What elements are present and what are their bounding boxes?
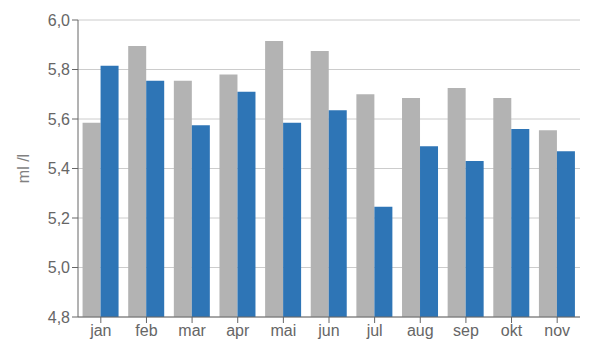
svg-text:jan: jan bbox=[89, 322, 111, 339]
svg-text:5,4: 5,4 bbox=[48, 160, 70, 177]
svg-text:nov: nov bbox=[544, 322, 570, 339]
svg-text:mai: mai bbox=[270, 322, 296, 339]
svg-text:jul: jul bbox=[366, 322, 383, 339]
svg-text:feb: feb bbox=[135, 322, 157, 339]
svg-text:5,0: 5,0 bbox=[48, 259, 70, 276]
svg-text:4,8: 4,8 bbox=[48, 309, 70, 326]
svg-text:apr: apr bbox=[226, 322, 250, 339]
svg-text:aug: aug bbox=[407, 322, 434, 339]
svg-text:5,8: 5,8 bbox=[48, 61, 70, 78]
svg-text:5,6: 5,6 bbox=[48, 111, 70, 128]
svg-text:5,2: 5,2 bbox=[48, 210, 70, 227]
svg-text:jun: jun bbox=[317, 322, 339, 339]
svg-text:okt: okt bbox=[501, 322, 523, 339]
svg-text:6,0: 6,0 bbox=[48, 12, 70, 29]
svg-text:ml /l: ml /l bbox=[15, 154, 32, 183]
svg-text:mar: mar bbox=[178, 322, 206, 339]
svg-text:sep: sep bbox=[453, 322, 479, 339]
